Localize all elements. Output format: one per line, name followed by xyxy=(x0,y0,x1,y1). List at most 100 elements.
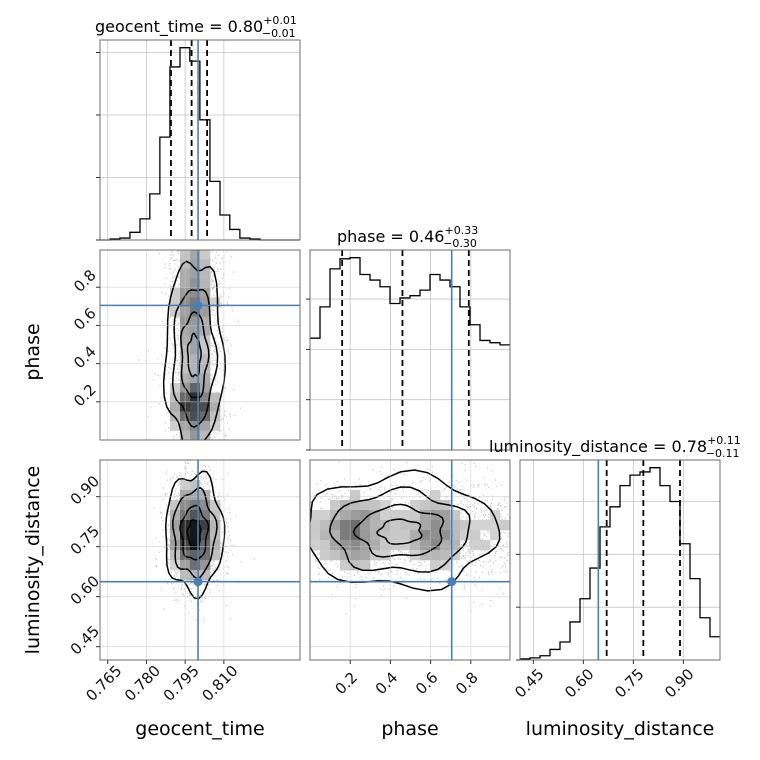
density-cell xyxy=(200,307,211,317)
density-cell xyxy=(210,540,221,551)
density-cell xyxy=(190,250,201,260)
density-cell xyxy=(400,540,411,551)
contour-level-1 xyxy=(172,486,218,580)
density-cell xyxy=(400,530,411,541)
x-tick-label: 0.4 xyxy=(372,668,402,698)
density-cell xyxy=(200,297,211,308)
density-cell xyxy=(200,269,211,279)
truth-lines xyxy=(310,460,510,660)
density-cell xyxy=(190,278,201,289)
x-tick-labels-phase: 0.2 0.4 0.6 0.8 xyxy=(332,660,482,698)
density-cell xyxy=(360,560,371,571)
density-cell xyxy=(170,383,181,393)
density-cell xyxy=(190,510,201,521)
title-plus: +0.11 xyxy=(707,434,741,447)
y-tick-labels-luminosity-distance: 0.45 0.60 0.75 0.90 xyxy=(67,472,103,658)
density-cell xyxy=(200,326,211,336)
density-cell xyxy=(450,550,461,561)
density-cell xyxy=(320,520,331,531)
x-tick-label: 0.810 xyxy=(198,662,241,705)
panel-luminosity-distance-marginal: luminosity_distance = 0.78+0.11 −0.11 xyxy=(489,434,741,661)
density-cell xyxy=(350,510,361,521)
truth-lines xyxy=(100,460,300,660)
title-prefix: geocent_time = xyxy=(95,17,228,37)
y-tick-label: 0.75 xyxy=(67,522,103,558)
y-tick-label: 0.8 xyxy=(70,266,100,296)
density-cell xyxy=(400,510,411,521)
contour-level-1 xyxy=(171,288,219,428)
density-cell xyxy=(190,383,201,393)
density-cell xyxy=(200,402,211,412)
panel-frame xyxy=(309,459,511,661)
density-cell xyxy=(440,550,451,561)
x-axis-label-phase: phase xyxy=(381,718,438,740)
density-cell xyxy=(370,520,381,531)
quantile-lines xyxy=(341,250,470,450)
x-tick-label: 0.780 xyxy=(121,662,164,705)
density-cell xyxy=(170,510,181,521)
density-cell xyxy=(320,540,331,551)
density-cell xyxy=(200,259,211,270)
density-cell xyxy=(380,530,391,541)
density-cell xyxy=(210,402,221,412)
density-cell xyxy=(420,550,431,561)
density-cell xyxy=(380,520,391,531)
density-cell xyxy=(460,520,471,531)
density-cell xyxy=(200,530,211,541)
density-cell xyxy=(200,250,211,260)
x-tick-label: 0.6 xyxy=(412,668,442,698)
contour-level-2 xyxy=(179,504,210,561)
density-cell xyxy=(440,560,451,571)
panel-frame xyxy=(309,249,511,451)
density-cell xyxy=(210,297,221,308)
density-cell xyxy=(420,510,431,521)
density-cell xyxy=(190,550,201,561)
density-cell xyxy=(340,550,351,561)
density-cell xyxy=(200,316,211,327)
y-tick-label: 0.6 xyxy=(70,304,100,334)
panel-frame xyxy=(99,249,301,441)
panel-frame xyxy=(99,39,301,241)
density-cell xyxy=(200,520,211,531)
density-cell xyxy=(190,570,201,581)
density-cell xyxy=(470,540,481,551)
density-cell xyxy=(200,354,211,365)
x-tick-label: 0.765 xyxy=(82,662,125,705)
density-cell xyxy=(350,520,361,531)
title-value: 0.46 xyxy=(409,227,445,246)
density-cell xyxy=(500,520,510,531)
title-plus: +0.01 xyxy=(263,14,297,27)
contour-level-2 xyxy=(180,311,210,399)
panel-phase-vs-geocent-time: 0.2 0.4 0.6 0.8 phase xyxy=(22,249,301,441)
density-cell xyxy=(210,392,221,403)
density-cell xyxy=(190,411,201,422)
density-cell xyxy=(470,530,481,541)
density-cell xyxy=(400,520,411,531)
x-tick-label: 0.90 xyxy=(661,665,697,701)
y-axis-label-luminosity-distance: luminosity_distance xyxy=(22,466,44,655)
gridlines xyxy=(520,460,720,660)
density-cell xyxy=(190,430,201,440)
histogram-phase xyxy=(310,257,510,346)
x-axis-label-luminosity-distance: luminosity_distance xyxy=(526,718,715,740)
density-cell xyxy=(190,345,201,355)
density-cell xyxy=(370,530,381,541)
title-minus: −0.11 xyxy=(706,447,740,460)
density-cell xyxy=(330,550,341,561)
density-cell xyxy=(360,530,371,541)
contour-level-1 xyxy=(329,486,471,573)
density-cell xyxy=(190,354,201,365)
density-cell xyxy=(380,550,391,561)
density-cell xyxy=(170,500,181,511)
density-cell xyxy=(310,510,321,521)
density-cell xyxy=(320,530,331,541)
density-cell xyxy=(380,510,391,521)
density-cell xyxy=(330,530,341,541)
density-cell xyxy=(410,540,421,551)
x-axis-label-geocent-time: geocent_time xyxy=(135,718,264,740)
density-cell xyxy=(370,510,381,521)
density-cell xyxy=(190,560,201,571)
density-cell xyxy=(420,500,431,511)
histogram-steps xyxy=(310,257,510,346)
